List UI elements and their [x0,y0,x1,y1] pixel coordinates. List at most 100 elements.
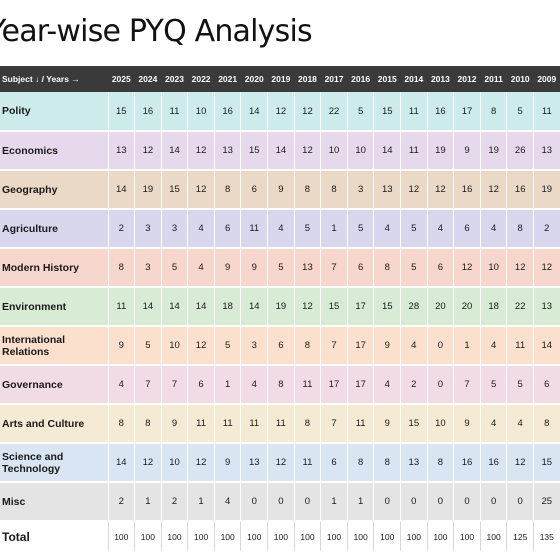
value-cell: 12 [400,170,428,209]
value-cell: 14 [108,443,136,482]
value-cell: 12 [187,131,215,170]
subject-cell: International Relations [0,326,109,365]
value-cell: 14 [240,287,269,326]
value-cell: 4 [427,209,455,248]
subject-cell: Geography [0,170,109,209]
table-row: Polity15161110161412122251511161785112 [0,92,560,131]
value-cell: 12 [134,443,162,482]
value-cell: 3 [347,170,375,209]
total-value-cell: 100 [400,521,428,551]
value-cell: 0 [427,365,455,404]
value-cell: 2 [108,209,136,248]
value-cell: 6 [214,209,242,248]
value-cell: 22 [506,287,534,326]
year-header-2021: 2021 [214,66,241,92]
value-cell: 28 [400,287,428,326]
value-cell: 5 [506,365,534,404]
value-cell: 20 [427,287,455,326]
value-cell: 9 [373,404,402,443]
value-cell: 13 [214,131,242,170]
value-cell: 8 [427,443,455,482]
value-cell: 11 [240,404,269,443]
value-cell: 12 [267,443,295,482]
value-cell: 9 [161,404,189,443]
value-cell: 13 [533,131,560,170]
value-cell: 8 [373,443,402,482]
value-cell: 15 [240,131,269,170]
value-cell: 4 [506,404,534,443]
value-cell: 11 [161,92,189,131]
value-cell: 4 [373,365,402,404]
pyq-analysis-table: Subject ↓ / Years → 2025 2024 2023 2022 2021 2… [0,66,560,551]
year-header-2009: 2009 [533,66,560,92]
value-cell: 9 [267,170,295,209]
value-cell: 17 [347,287,375,326]
value-cell: 17 [320,365,348,404]
total-row-label: Total [0,521,109,551]
value-cell: 13 [373,170,402,209]
table-row: Agriculture2334611451545464827 [0,209,560,248]
value-cell: 8 [108,248,136,287]
value-cell: 0 [294,482,322,521]
value-cell: 5 [294,209,322,248]
value-cell: 12 [294,287,322,326]
year-header-2014: 2014 [400,66,428,92]
value-cell: 4 [108,365,136,404]
table-row: Environment 11 14 14 14 18 14 19 12 15 17 15 28 20 20 1… [0,287,560,326]
value-cell: 12 [187,443,215,482]
value-cell: 14 [187,287,215,326]
total-value-cell: 135 [533,521,560,551]
subject-cell: Economics [0,131,109,170]
year-header-2013: 2013 [427,66,454,92]
value-cell: 7 [161,365,189,404]
value-cell: 13 [108,131,136,170]
year-header-2016: 2016 [347,66,374,92]
value-cell: 10 [187,92,215,131]
value-cell: 11 [294,443,322,482]
value-cell: 7 [320,326,348,365]
value-cell: 5 [134,326,162,365]
value-cell: 6 [320,443,348,482]
value-cell: 15 [373,287,402,326]
total-value-cell: 100 [187,521,215,551]
total-value-cell: 100 [134,521,162,551]
value-cell: 11 [108,287,136,326]
subject-years-header: Subject ↓ / Years → [0,66,108,92]
total-value-cell: 125 [506,521,534,551]
value-cell: 22 [320,92,348,131]
total-row: Total 100 100 100 100 100 100 100 100 100 100 100 10… [0,521,560,551]
value-cell: 14 [134,287,162,326]
value-cell: 0 [506,482,534,521]
value-cell: 15 [108,92,136,131]
value-cell: 16 [134,92,162,131]
value-cell: 7 [134,365,162,404]
value-cell: 14 [161,287,189,326]
value-cell: 2 [533,209,560,248]
value-cell: 6 [533,365,560,404]
value-cell: 12 [187,170,215,209]
value-cell: 4 [480,326,508,365]
table-row: Misc2121400011000000253 [0,482,560,521]
value-cell: 0 [267,482,295,521]
value-cell: 25 [533,482,560,521]
value-cell: 12 [294,92,322,131]
table-row: Economics 13 12 14 12 13 15 14 12 10 10 14 11 19 9 19 26… [0,131,560,170]
value-cell: 8 [267,365,295,404]
value-cell: 12 [480,170,508,209]
value-cell: 11 [533,92,560,131]
value-cell: 15 [400,404,428,443]
value-cell: 17 [347,365,375,404]
total-value-cell: 100 [267,521,295,551]
value-cell: 13 [533,287,560,326]
year-header-2019: 2019 [267,66,295,92]
table-row: Science and Technology 14 12 10 12 9 13 12 11 6 8 8… [0,443,560,482]
value-cell: 2 [161,482,189,521]
value-cell: 8 [533,404,560,443]
value-cell: 13 [294,248,322,287]
table-header-row: Subject ↓ / Years → 2025 2024 2023 2022 2021 2… [0,66,560,92]
value-cell: 18 [214,287,242,326]
value-cell: 11 [294,365,322,404]
year-header-2018: 2018 [294,66,321,92]
value-cell: 11 [400,92,428,131]
value-cell: 12 [533,248,560,287]
